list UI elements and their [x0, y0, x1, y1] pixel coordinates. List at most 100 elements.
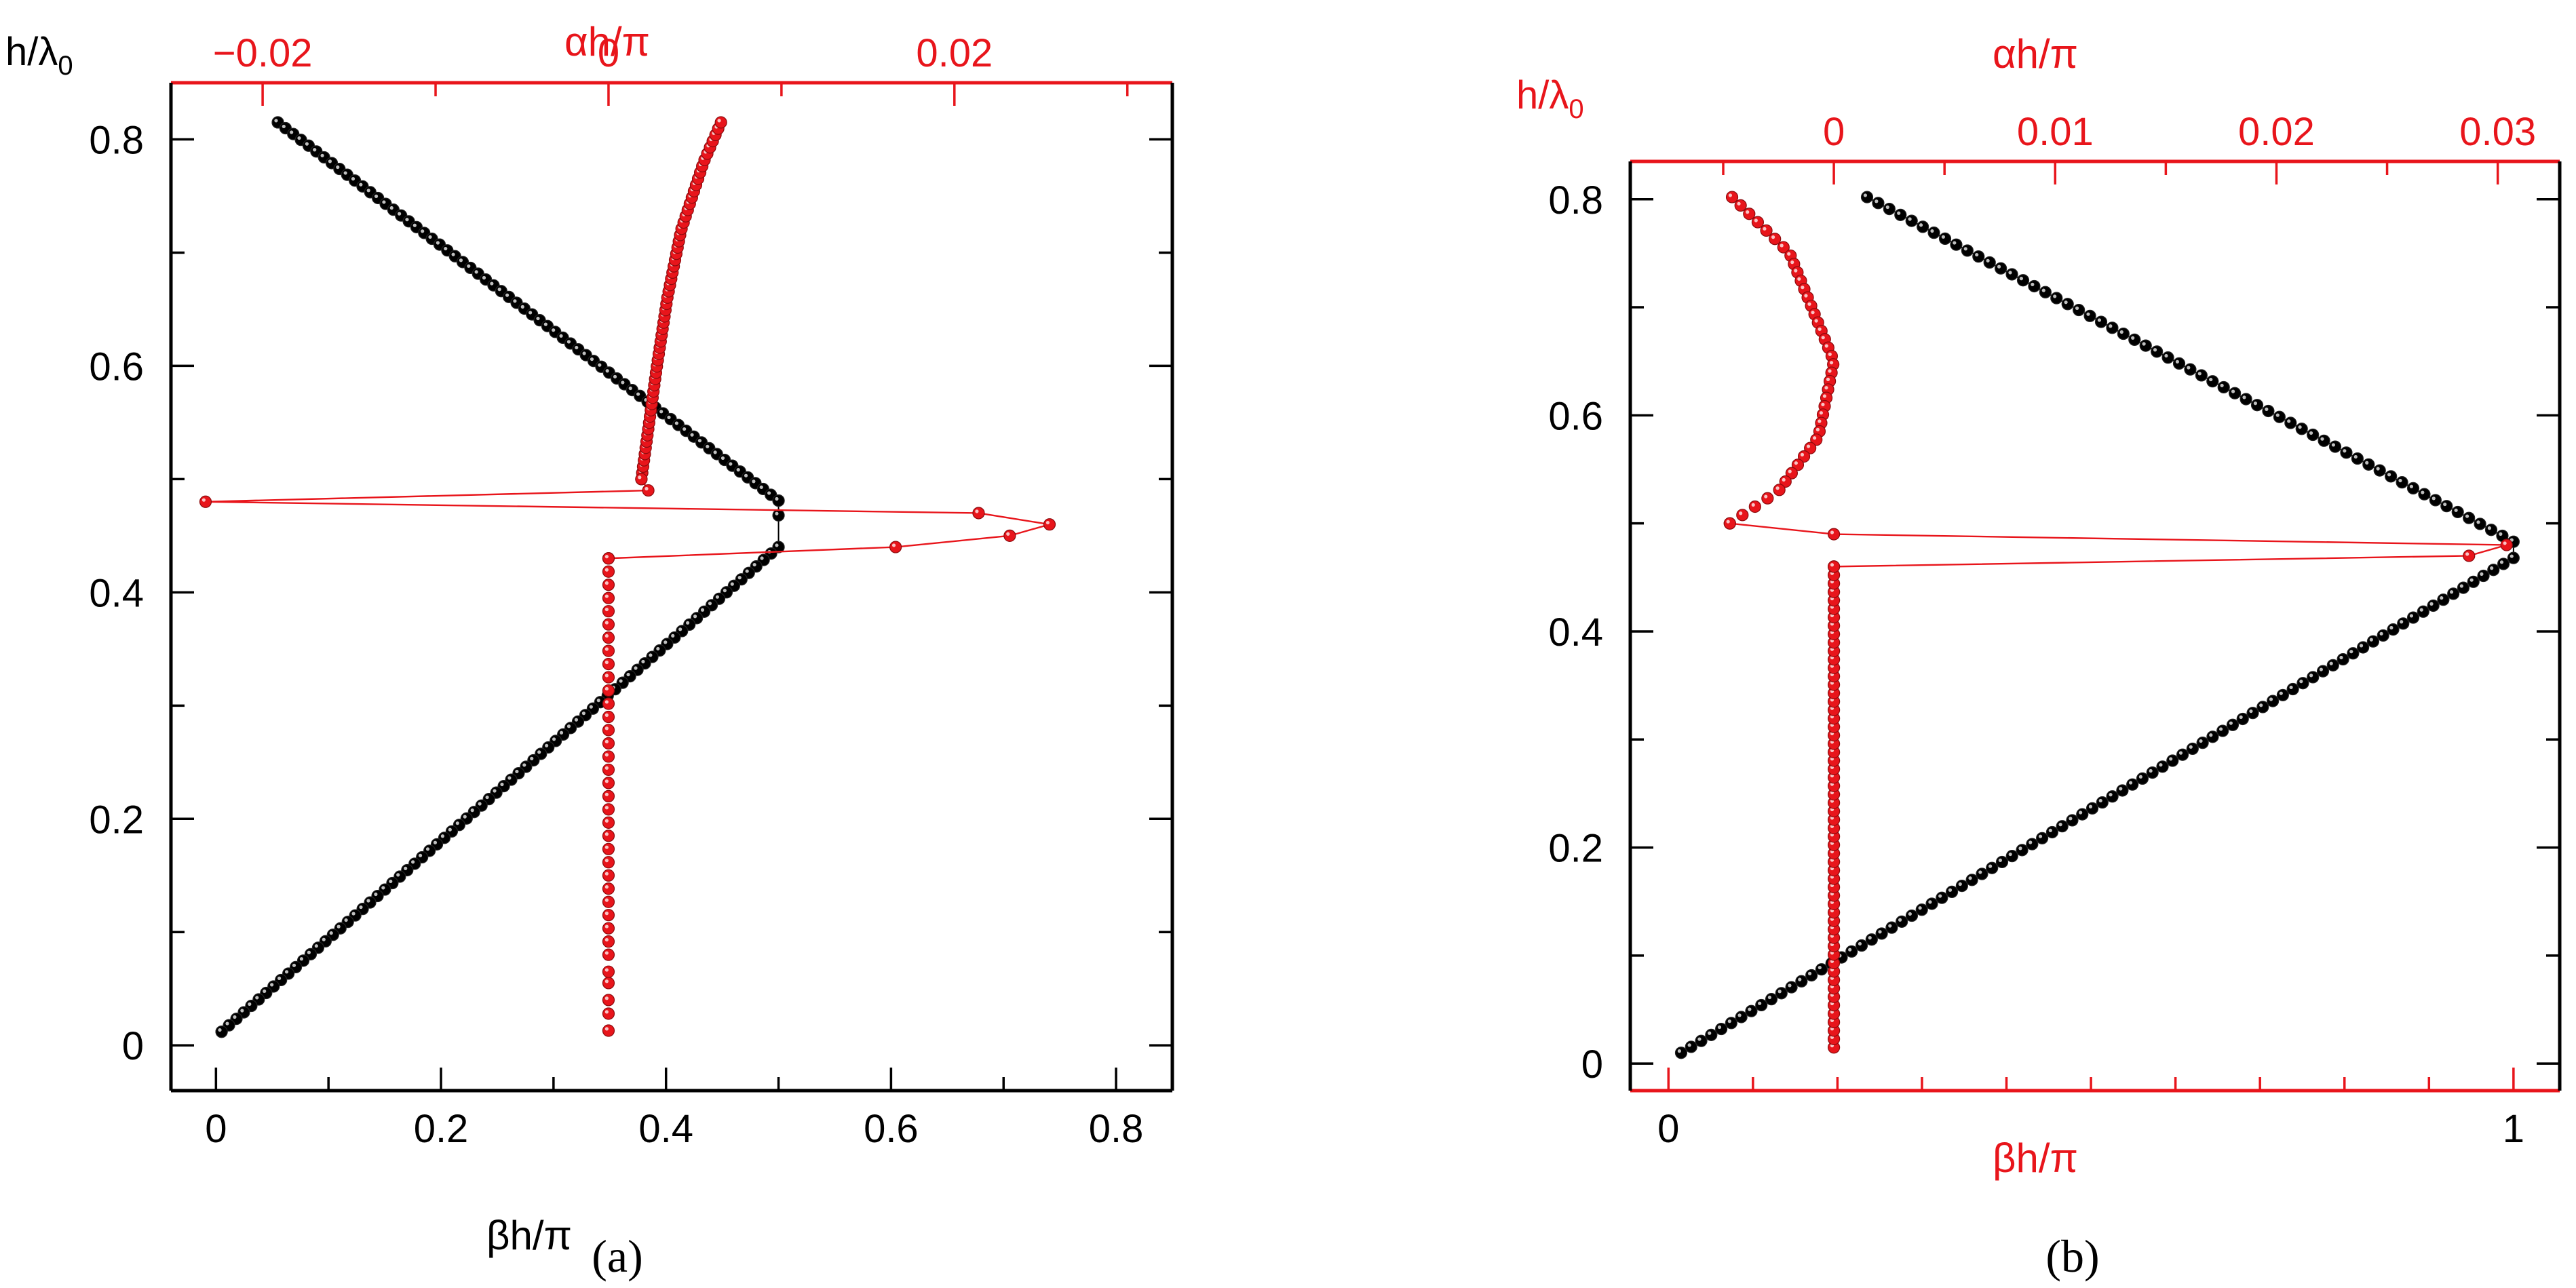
data-point-beta: [2016, 844, 2029, 857]
data-point-beta-highlight: [314, 944, 318, 948]
data-point-beta-highlight: [678, 627, 683, 631]
data-point-beta: [1875, 927, 1888, 940]
data-point-beta: [2447, 587, 2460, 600]
data-point-beta: [2284, 416, 2297, 429]
data-point-beta-highlight: [2041, 288, 2045, 292]
data-point-alpha: [1769, 233, 1782, 246]
data-point-beta-highlight: [697, 439, 702, 443]
data-point-alpha-highlight: [604, 568, 609, 572]
data-point-alpha: [602, 842, 615, 855]
data-point-beta: [1917, 220, 1929, 233]
data-point-beta: [1915, 903, 1928, 916]
x-bottom-tick-label: 0.2: [414, 1107, 469, 1151]
data-point-beta-highlight: [389, 879, 393, 884]
data-point-beta-highlight: [482, 275, 486, 280]
data-point-alpha: [1743, 208, 1756, 220]
data-point-beta-highlight: [277, 976, 282, 980]
data-point-alpha-highlight: [604, 898, 609, 902]
data-point-beta-highlight: [664, 640, 668, 644]
data-point-beta-highlight: [428, 235, 432, 239]
data-point-beta: [1950, 238, 1963, 251]
data-point-beta: [1795, 975, 1808, 988]
data-point-beta-highlight: [2242, 395, 2246, 399]
data-point-beta-highlight: [307, 950, 311, 954]
data-point-beta-highlight: [248, 1002, 252, 1007]
data-point-beta-highlight: [621, 380, 625, 385]
data-point-beta-highlight: [2197, 372, 2202, 376]
data-point-alpha: [1734, 199, 1747, 212]
data-point-beta-highlight: [605, 369, 609, 373]
data-point-alpha-highlight: [604, 739, 609, 743]
data-point-alpha: [602, 552, 615, 565]
data-point-beta: [1885, 921, 1898, 934]
data-point-beta-highlight: [1885, 205, 1889, 210]
y-tick-label: 0.2: [89, 798, 144, 842]
data-point-beta: [1674, 1047, 1688, 1059]
data-point-beta-highlight: [398, 212, 402, 216]
data-point-beta-highlight: [463, 815, 467, 819]
data-point-beta-highlight: [596, 699, 600, 703]
data-point-beta-highlight: [389, 206, 393, 210]
data-point-beta: [2050, 292, 2063, 305]
data-point-beta-highlight: [500, 782, 504, 787]
y-tick-label: 0.4: [89, 571, 144, 615]
data-point-beta-highlight: [1748, 1007, 1752, 1011]
panel-a-axes: 0 0.2 0.4 0.6 0.8 −0.02 0 0.02 0 0.2 0.4 0.6 0.8: [89, 31, 1174, 1151]
data-point-beta: [1815, 963, 1828, 976]
data-point-beta-highlight: [421, 229, 425, 233]
data-point-beta-highlight: [1727, 1019, 1731, 1023]
data-point-beta-highlight: [411, 860, 415, 864]
data-point-beta-highlight: [2487, 526, 2492, 530]
data-point-beta-highlight: [366, 899, 370, 903]
data-point-beta-highlight: [313, 148, 317, 152]
data-point-beta: [2396, 476, 2408, 489]
data-point-beta-highlight: [2088, 804, 2093, 808]
data-point-beta-highlight: [667, 415, 671, 419]
data-point-beta-highlight: [478, 802, 482, 806]
data-point-alpha-highlight: [604, 832, 609, 836]
data-point-beta-highlight: [671, 633, 675, 638]
y-tick-label: 0.6: [89, 345, 144, 389]
data-point-alpha: [889, 541, 902, 553]
data-point-beta-highlight: [513, 299, 517, 303]
data-point-beta: [2176, 748, 2189, 761]
data-point-alpha-highlight: [604, 633, 609, 638]
data-point-beta: [2016, 274, 2030, 287]
data-point-alpha-highlight: [1824, 344, 1828, 348]
data-point-alpha: [602, 579, 615, 591]
data-point-alpha-highlight: [1804, 294, 1808, 298]
x-bottom-tick-label: 0: [205, 1107, 227, 1151]
data-point-alpha-highlight: [1822, 394, 1827, 398]
data-point-alpha-highlight: [604, 806, 609, 810]
data-point-beta-highlight: [1798, 977, 1802, 981]
data-point-beta-highlight: [1677, 1049, 1681, 1053]
data-point-beta: [1872, 197, 1885, 210]
data-point-beta: [2166, 754, 2179, 767]
data-point-alpha: [602, 922, 615, 935]
data-point-alpha-highlight: [1806, 444, 1811, 448]
data-point-beta-highlight: [2231, 389, 2235, 393]
data-point-alpha-highlight: [1815, 427, 1820, 431]
data-point-beta-highlight: [2365, 461, 2369, 465]
data-point-beta-highlight: [522, 763, 526, 767]
data-point-beta: [1945, 885, 1959, 899]
data-point-alpha-highlight: [604, 607, 609, 612]
data-point-alpha: [602, 777, 615, 789]
data-point-beta-highlight: [2279, 691, 2283, 695]
y-tick-label: 0.6: [1548, 394, 1603, 438]
data-point-beta-highlight: [1975, 252, 1979, 257]
data-point-beta: [2056, 820, 2069, 833]
data-point-beta-highlight: [470, 808, 474, 813]
data-point-beta-highlight: [459, 258, 463, 262]
data-point-alpha-highlight: [604, 713, 609, 718]
data-point-alpha: [1736, 509, 1749, 522]
data-point-beta-highlight: [2343, 449, 2347, 453]
data-point-beta: [2387, 623, 2400, 636]
data-point-beta: [2036, 832, 2049, 844]
data-point-alpha: [602, 830, 615, 842]
x-top-tick-label: 0.02: [916, 31, 993, 75]
data-point-beta: [2094, 315, 2108, 328]
data-point-beta-highlight: [2218, 727, 2223, 731]
data-point-beta-highlight: [730, 582, 734, 586]
